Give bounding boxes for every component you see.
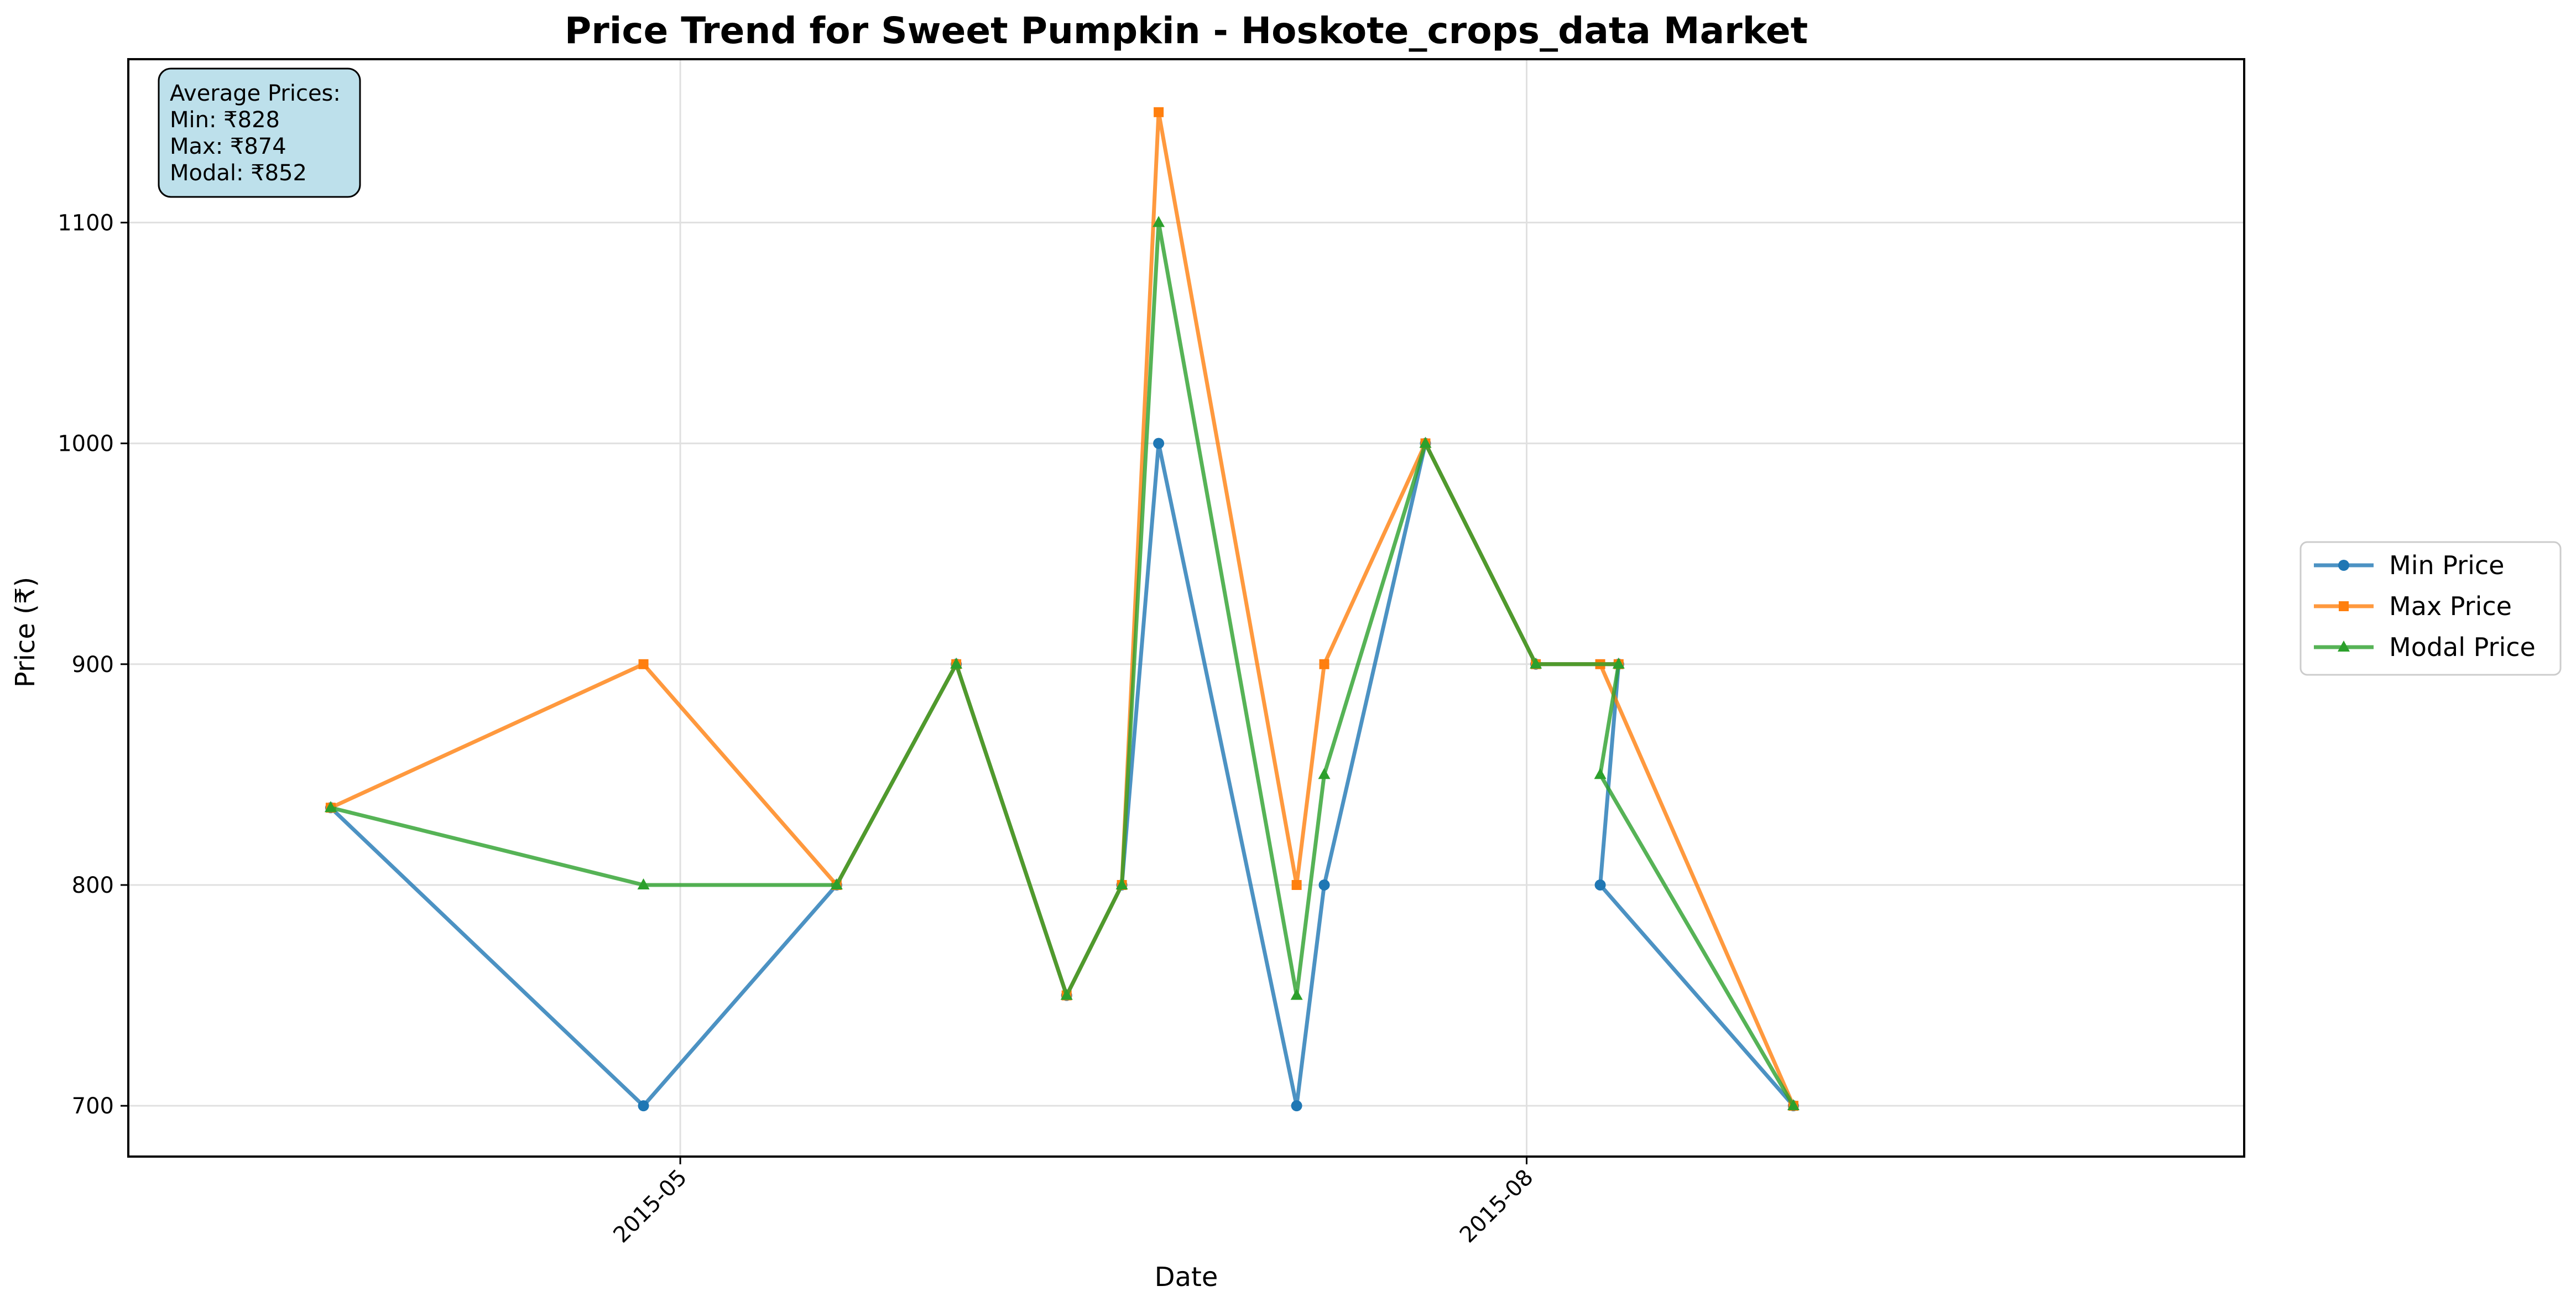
data-point-modal-price <box>324 801 337 813</box>
data-point-min-price <box>638 1100 649 1112</box>
data-point-modal-price <box>950 657 963 669</box>
data-point-modal-price <box>1787 1099 1800 1111</box>
y-tick-label: 800 <box>72 873 114 898</box>
y-tick-label: 700 <box>72 1094 114 1119</box>
plot-area-frame <box>127 58 2245 1158</box>
legend-marker-min-price <box>2338 560 2349 571</box>
average-prices-line: Max: ₹874 <box>170 134 286 159</box>
data-point-modal-price <box>1419 436 1432 448</box>
data-point-modal-price <box>1115 878 1128 889</box>
data-point-min-price <box>1291 1100 1302 1112</box>
legend-label-modal-price: Modal Price <box>2389 632 2536 662</box>
average-prices-line: Modal: ₹852 <box>170 160 307 186</box>
data-point-modal-price <box>1594 768 1607 779</box>
series-lines <box>324 107 1800 1112</box>
average-prices-box-background <box>158 67 361 198</box>
data-point-modal-price <box>1530 657 1542 669</box>
data-point-modal-price <box>1318 768 1331 779</box>
data-point-min-price <box>1318 879 1330 891</box>
legend-label-max-price: Max Price <box>2389 591 2512 621</box>
data-point-modal-price <box>1153 216 1165 227</box>
data-point-max-price <box>638 659 649 669</box>
average-prices-line: Min: ₹828 <box>170 107 280 133</box>
grid-lines <box>128 59 2244 1157</box>
legend-frame <box>2299 541 2562 676</box>
data-point-modal-price <box>637 878 650 889</box>
data-point-modal-price <box>1612 657 1625 669</box>
data-point-max-price <box>1291 879 1302 890</box>
legend: Min Price Max Price Modal Price <box>2299 541 2562 676</box>
legend-label-min-price: Min Price <box>2389 550 2504 580</box>
series-modal-price <box>324 216 1800 1111</box>
data-point-min-price <box>1153 438 1165 449</box>
data-point-modal-price <box>830 878 843 889</box>
data-point-min-price <box>1594 879 1606 891</box>
x-axis-label: Date <box>1155 1262 1218 1293</box>
y-tick-label: 1000 <box>58 431 114 457</box>
data-point-modal-price <box>1290 988 1303 1000</box>
legend-marker-max-price <box>2339 601 2349 611</box>
average-prices-line: Average Prices: <box>170 81 341 106</box>
data-point-max-price <box>1154 107 1164 117</box>
y-axis-label: Price (₹) <box>10 577 41 688</box>
data-point-modal-price <box>1060 988 1073 1000</box>
series-line-modal-price <box>330 220 1795 1107</box>
chart-title: Price Trend for Sweet Pumpkin - Hoskote_… <box>565 9 1808 52</box>
y-tick-label: 1100 <box>58 210 114 236</box>
y-tick-label: 900 <box>72 652 114 678</box>
data-point-max-price <box>1319 659 1329 669</box>
legend-marker-modal-price <box>2338 641 2350 652</box>
